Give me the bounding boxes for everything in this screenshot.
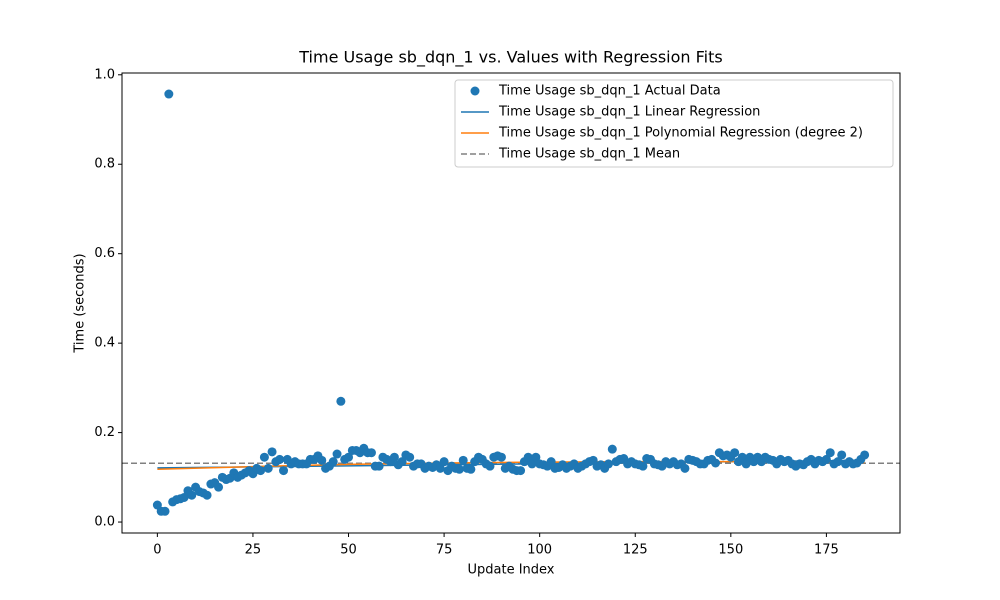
x-tick-label: 25 (245, 543, 262, 558)
data-point (263, 463, 273, 473)
plot-frame (121, 72, 901, 534)
x-tick-label: 150 (718, 543, 743, 558)
data-point (485, 461, 495, 471)
x-tick-label: 75 (436, 543, 453, 558)
x-tick-label: 50 (340, 543, 357, 558)
data-point (214, 482, 224, 492)
data-point (680, 463, 690, 473)
data-point (833, 457, 843, 467)
data-point (256, 466, 266, 476)
data-point (317, 455, 327, 465)
data-point (164, 89, 174, 99)
data-point (860, 450, 870, 460)
data-point (439, 457, 449, 467)
data-point (546, 457, 556, 467)
data-point (458, 455, 468, 465)
chart-title: Time Usage sb_dqn_1 vs. Values with Regr… (298, 48, 722, 68)
data-point (374, 461, 384, 471)
data-point (328, 457, 338, 467)
data-point (638, 461, 648, 471)
data-point (279, 466, 289, 476)
legend-label: Time Usage sb_dqn_1 Linear Regression (498, 105, 760, 120)
y-tick-label: 0.6 (94, 246, 115, 261)
data-point (397, 457, 407, 467)
y-tick-label: 0.4 (94, 336, 115, 351)
legend-label: Time Usage sb_dqn_1 Mean (498, 147, 680, 162)
legend-box (454, 79, 894, 168)
data-point (454, 464, 464, 474)
y-tick-label: 0.8 (94, 157, 115, 172)
data-point (405, 452, 415, 462)
data-point (730, 448, 740, 458)
data-point (821, 454, 831, 464)
data-point (202, 490, 212, 500)
legend-label: Time Usage sb_dqn_1 Actual Data (498, 84, 721, 99)
data-point (466, 464, 476, 474)
data-point (711, 458, 721, 468)
y-tick-label: 1.0 (94, 67, 115, 82)
data-point (527, 459, 537, 469)
data-point (187, 490, 197, 500)
data-point (496, 452, 506, 462)
legend-marker (470, 86, 480, 96)
data-point (435, 463, 445, 473)
y-axis-label: Time (seconds) (73, 253, 88, 353)
x-tick-label: 125 (623, 543, 648, 558)
data-point (523, 452, 533, 462)
data-point (607, 444, 617, 454)
x-tick-label: 0 (153, 543, 161, 558)
y-tick-label: 0.2 (94, 425, 115, 440)
data-point (531, 452, 541, 462)
x-tick-label: 175 (814, 543, 839, 558)
y-tick-label: 0.0 (94, 515, 115, 530)
legend-label: Time Usage sb_dqn_1 Polynomial Regressio… (498, 126, 863, 141)
data-point (741, 459, 751, 469)
data-point (603, 459, 613, 469)
data-point (825, 448, 835, 458)
data-point (179, 492, 189, 502)
data-point (160, 506, 170, 516)
legend: Time Usage sb_dqn_1 Actual Data Time Usag… (454, 79, 894, 168)
data-point (389, 452, 399, 462)
x-axis-label: Update Index (467, 563, 554, 578)
data-point (837, 450, 847, 460)
data-point (259, 452, 269, 462)
data-point (332, 449, 342, 459)
data-point (737, 452, 747, 462)
data-point (267, 447, 277, 457)
x-tick-label: 100 (527, 543, 552, 558)
data-point (344, 452, 354, 462)
data-point (516, 466, 526, 476)
data-point (275, 454, 285, 464)
data-point (336, 396, 346, 406)
data-point (366, 448, 376, 458)
